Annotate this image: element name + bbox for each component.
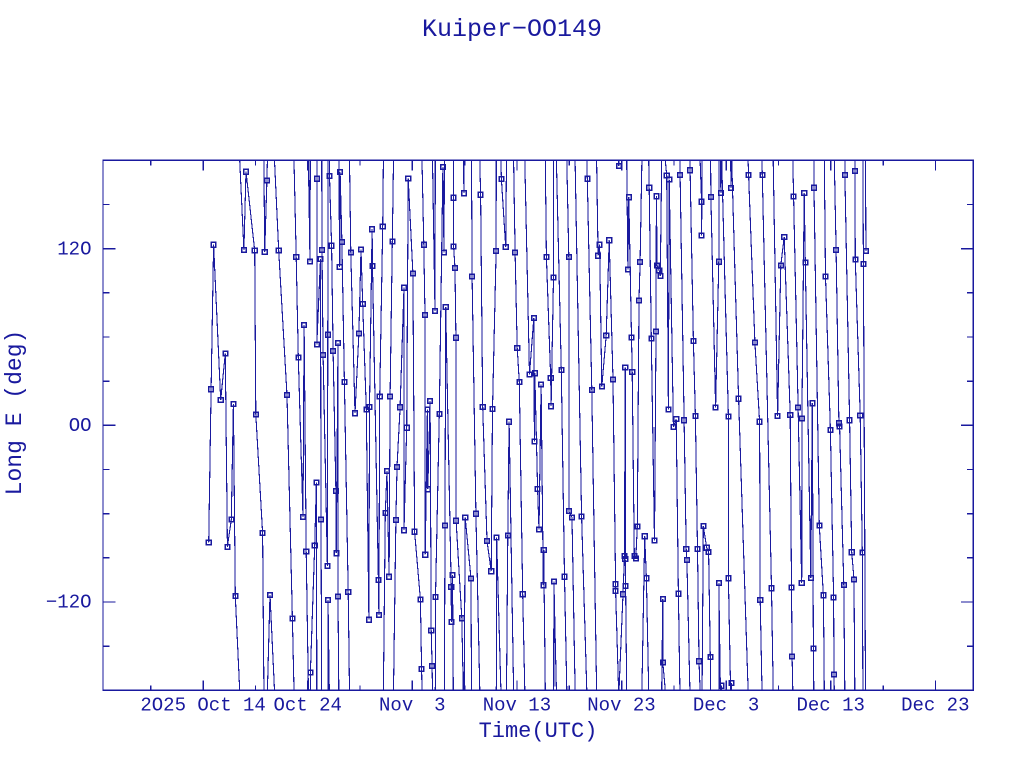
svg-text:Nov 23: Nov 23 bbox=[587, 695, 655, 717]
svg-text:Long E (deg): Long E (deg) bbox=[2, 330, 28, 496]
svg-text:Nov 3: Nov 3 bbox=[379, 695, 446, 717]
svg-text:Dec 13: Dec 13 bbox=[796, 695, 864, 717]
svg-text:Dec 23: Dec 23 bbox=[901, 695, 969, 717]
svg-text:Time(UTC): Time(UTC) bbox=[479, 719, 598, 744]
svg-text:OO: OO bbox=[69, 415, 92, 437]
svg-text:Dec 3: Dec 3 bbox=[693, 695, 760, 717]
svg-text:Nov 13: Nov 13 bbox=[483, 695, 551, 717]
svg-text:Oct 24: Oct 24 bbox=[273, 695, 341, 717]
svg-text:2O25 Oct 14: 2O25 Oct 14 bbox=[140, 695, 265, 717]
svg-text:Kuiper−OO149: Kuiper−OO149 bbox=[422, 15, 602, 44]
svg-text:12O: 12O bbox=[57, 238, 91, 260]
svg-text:−12O: −12O bbox=[46, 592, 92, 614]
